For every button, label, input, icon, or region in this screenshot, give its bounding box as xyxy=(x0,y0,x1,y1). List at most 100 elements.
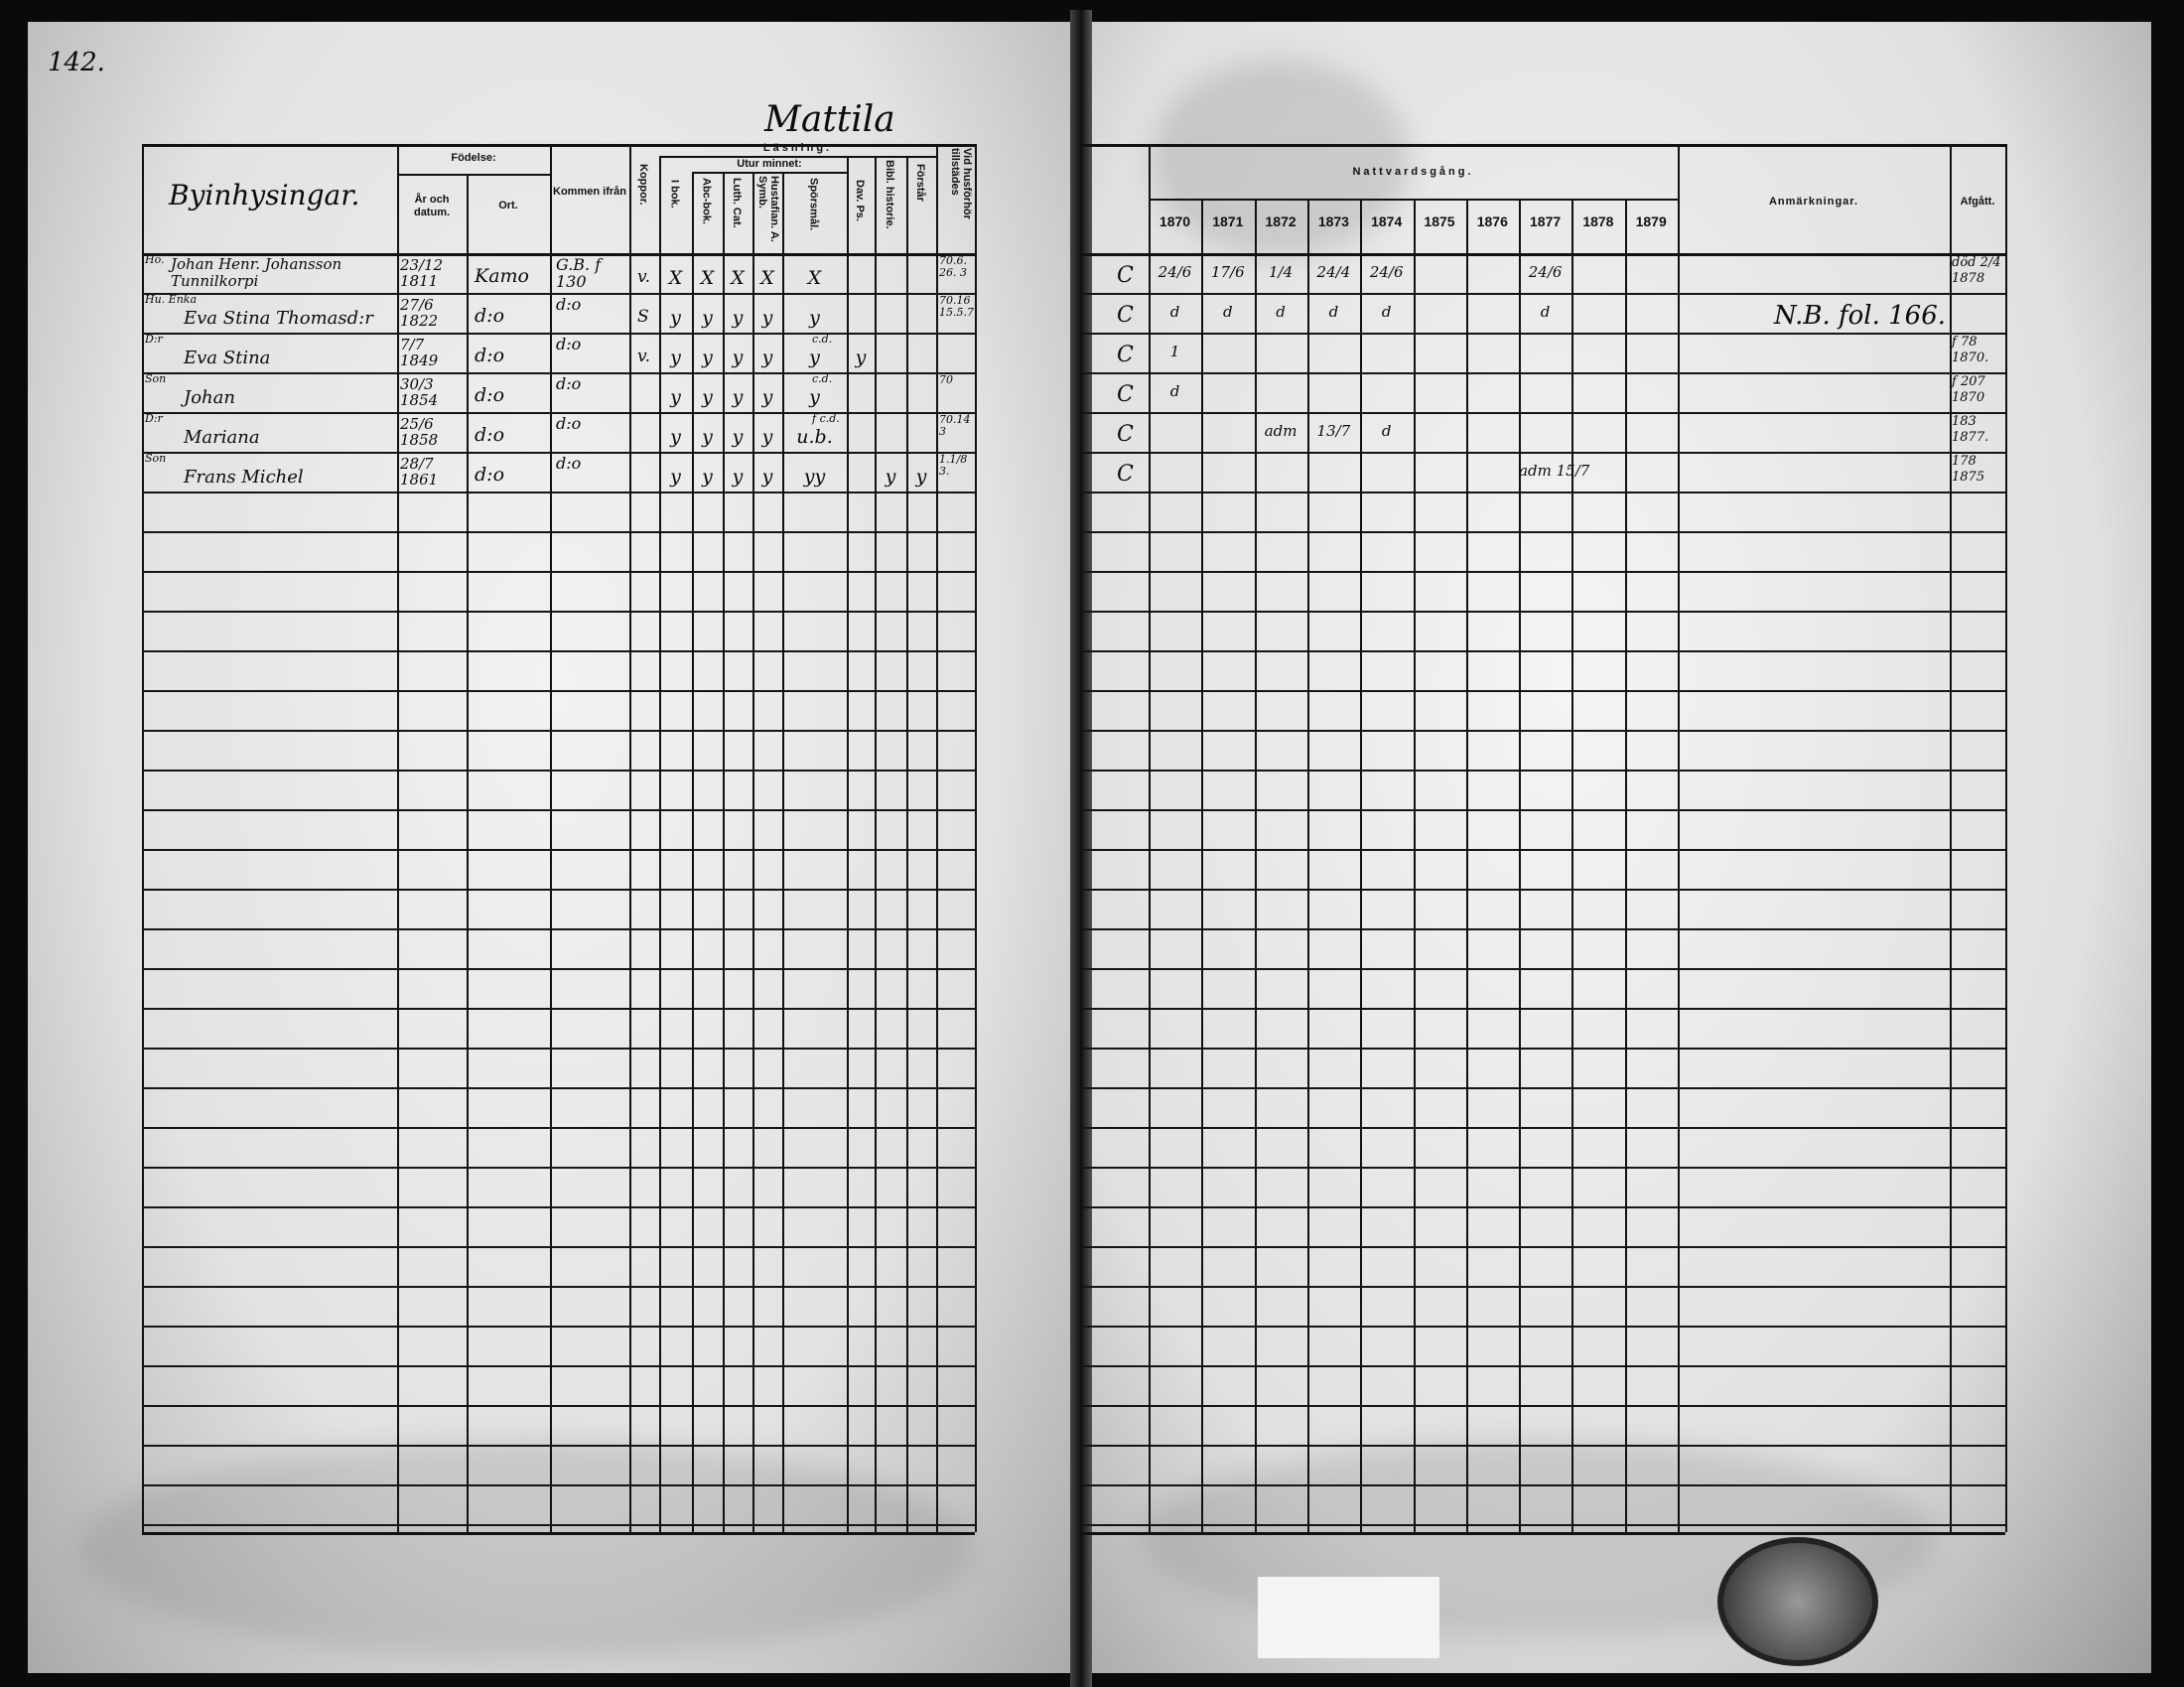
entry-note: c.d. xyxy=(812,333,833,346)
column-rule xyxy=(397,144,399,1532)
row-rule xyxy=(1080,571,2005,573)
row-rule xyxy=(1080,809,2005,811)
row-rule xyxy=(142,1167,975,1169)
header-year-1870: 1870 xyxy=(1159,213,1191,229)
column-rule xyxy=(847,156,849,1532)
column-rule xyxy=(659,156,661,1532)
entry-communion-date: adm 15/7 xyxy=(1519,462,1590,480)
entry-husforhor: 1.1/8 3. xyxy=(939,453,968,479)
row-rule xyxy=(142,492,975,493)
row-rule xyxy=(1080,1008,2005,1010)
header-i_bok: I bok. xyxy=(668,180,681,209)
header-bibl: Bibl. historie. xyxy=(884,160,896,229)
entry-departed: 178 1875 xyxy=(1952,454,1985,485)
row-rule xyxy=(1080,1206,2005,1208)
row-rule xyxy=(1080,1246,2005,1248)
column-rule xyxy=(906,156,908,1532)
row-rule xyxy=(142,770,975,772)
entry-name: Johan xyxy=(184,387,235,408)
row-rule xyxy=(142,571,975,573)
row-rule xyxy=(142,968,975,970)
header-year-1873: 1873 xyxy=(1317,213,1349,229)
column-rule xyxy=(1519,199,1522,1532)
row-rule xyxy=(142,1286,975,1288)
row-rule xyxy=(142,809,975,811)
header-luth: Luth. Cat. xyxy=(731,178,744,228)
entry-communion-letter: C xyxy=(1117,382,1134,407)
row-rule xyxy=(1080,611,2005,613)
column-rule xyxy=(467,174,469,1532)
entry-communion-date: 17/6 xyxy=(1210,263,1245,281)
archive-stamp xyxy=(1717,1537,1878,1666)
entry-communion-date: d xyxy=(1169,382,1180,400)
header-koppor: Koppor. xyxy=(637,164,650,206)
entry-reading-mark: y xyxy=(809,347,820,368)
entry-communion-date: d xyxy=(1169,303,1180,321)
column-rule xyxy=(1465,199,1468,1532)
entry-came-from: d:o xyxy=(556,374,582,393)
column-rule xyxy=(1950,144,1952,1532)
header-year-1877: 1877 xyxy=(1530,213,1562,229)
entry-note: f c.d. xyxy=(812,412,840,425)
header-anmarkningar: Anmärkningar. xyxy=(1768,196,1859,208)
entry-remark: N.B. fol. 166. xyxy=(1774,301,1946,331)
entry-birth: 23/12 1811 xyxy=(400,256,444,290)
entry-reading-mark: y xyxy=(702,307,713,329)
header-abc: Abc-bok. xyxy=(700,178,713,225)
row-rule xyxy=(142,1048,975,1050)
entry-birthplace: d:o xyxy=(475,345,505,366)
row-rule xyxy=(142,730,975,732)
row-rule xyxy=(1080,333,2005,335)
column-rule xyxy=(1201,199,1204,1532)
entry-communion-date: 24/4 xyxy=(1316,263,1351,281)
row-rule xyxy=(1080,849,2005,851)
row-rule xyxy=(142,1127,975,1129)
entry-reading-mark: u.b. xyxy=(796,426,833,448)
stain xyxy=(79,1440,973,1658)
entry-relation: Son xyxy=(145,452,167,465)
column-rule xyxy=(1080,144,1082,1532)
header-ort: Ort. xyxy=(498,200,518,211)
entry-name: Mariana xyxy=(184,427,260,448)
entry-relation: Son xyxy=(145,372,167,385)
entry-birth: 30/3 1854 xyxy=(400,375,439,409)
entry-name: Eva Stina Thomasd:r xyxy=(184,308,373,329)
entry-communion-date: d xyxy=(1381,303,1392,321)
entry-communion-date: adm xyxy=(1264,422,1297,440)
entry-birthplace: d:o xyxy=(475,384,505,406)
entry-husforhor: 70.14 3 xyxy=(939,413,971,439)
entry-reading-mark: y xyxy=(670,307,681,329)
entry-reading-mark: X xyxy=(760,267,774,289)
row-rule xyxy=(1080,1087,2005,1089)
entry-communion-date: 1 xyxy=(1169,343,1180,360)
row-rule xyxy=(142,1206,975,1208)
row-rule xyxy=(1080,1484,2005,1486)
entry-reading-mark: y xyxy=(915,466,927,488)
entry-reading-mark: y xyxy=(761,386,773,408)
entry-communion-letter: C xyxy=(1117,263,1134,288)
entry-reading-mark: X xyxy=(807,267,822,289)
row-rule xyxy=(142,1365,975,1367)
row-rule xyxy=(142,1484,975,1486)
row-rule xyxy=(1080,1405,2005,1407)
column-rule xyxy=(936,144,938,1532)
header-ar-datum: År och datum. xyxy=(413,194,451,218)
entry-came-from: d:o xyxy=(556,295,582,314)
row-rule xyxy=(1080,1365,2005,1367)
label-patch xyxy=(1258,1577,1439,1658)
entry-reading-mark: y xyxy=(702,466,713,488)
entry-relation: Hu. Enka xyxy=(145,293,198,306)
entry-note: c.d. xyxy=(812,372,833,385)
entry-communion-date: 24/6 xyxy=(1369,263,1404,281)
lasning-rule xyxy=(659,156,936,158)
entry-reading-mark: y xyxy=(670,466,681,488)
entry-relation: Ho. xyxy=(145,253,165,266)
header-lasning: Läsning. xyxy=(762,142,833,154)
column-rule xyxy=(142,144,144,1532)
row-rule xyxy=(142,690,975,692)
entry-reading-mark: y xyxy=(761,347,773,368)
row-rule xyxy=(1080,690,2005,692)
entry-reading-mark: y xyxy=(732,307,744,329)
table-top-border xyxy=(1080,144,2005,147)
